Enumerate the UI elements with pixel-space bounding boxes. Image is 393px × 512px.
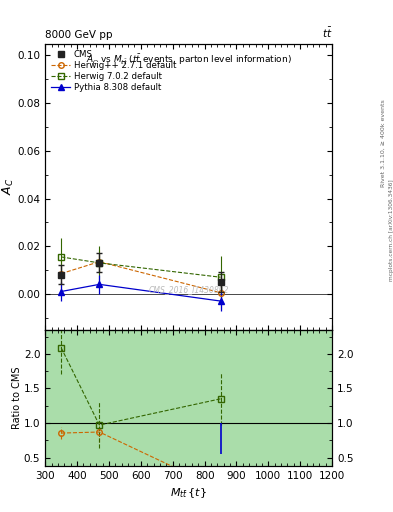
X-axis label: $M_{t\bar{t}}\,\{t\}$: $M_{t\bar{t}}\,\{t\}$ bbox=[170, 486, 207, 500]
Text: Rivet 3.1.10, ≥ 400k events: Rivet 3.1.10, ≥ 400k events bbox=[381, 99, 386, 187]
Text: mcplots.cern.ch [arXiv:1306.3436]: mcplots.cern.ch [arXiv:1306.3436] bbox=[389, 180, 393, 281]
Text: $t\bar{t}$: $t\bar{t}$ bbox=[321, 26, 332, 40]
Text: CMS_2016_I1430892: CMS_2016_I1430892 bbox=[149, 286, 229, 294]
Line: CMS: CMS bbox=[58, 260, 223, 285]
CMS bbox=[59, 272, 64, 278]
CMS bbox=[97, 260, 102, 266]
Legend: CMS, Herwig++ 2.7.1 default, Herwig 7.0.2 default, Pythia 8.308 default: CMS, Herwig++ 2.7.1 default, Herwig 7.0.… bbox=[50, 48, 178, 94]
CMS bbox=[218, 279, 223, 285]
Text: 8000 GeV pp: 8000 GeV pp bbox=[45, 30, 113, 40]
Y-axis label: $A_C$: $A_C$ bbox=[1, 178, 16, 195]
Y-axis label: Ratio to CMS: Ratio to CMS bbox=[12, 367, 22, 429]
Text: $A_C$ vs $M_{t\bar{t}}$ ($t\bar{t}$ events, parton level information): $A_C$ vs $M_{t\bar{t}}$ ($t\bar{t}$ even… bbox=[86, 52, 292, 67]
